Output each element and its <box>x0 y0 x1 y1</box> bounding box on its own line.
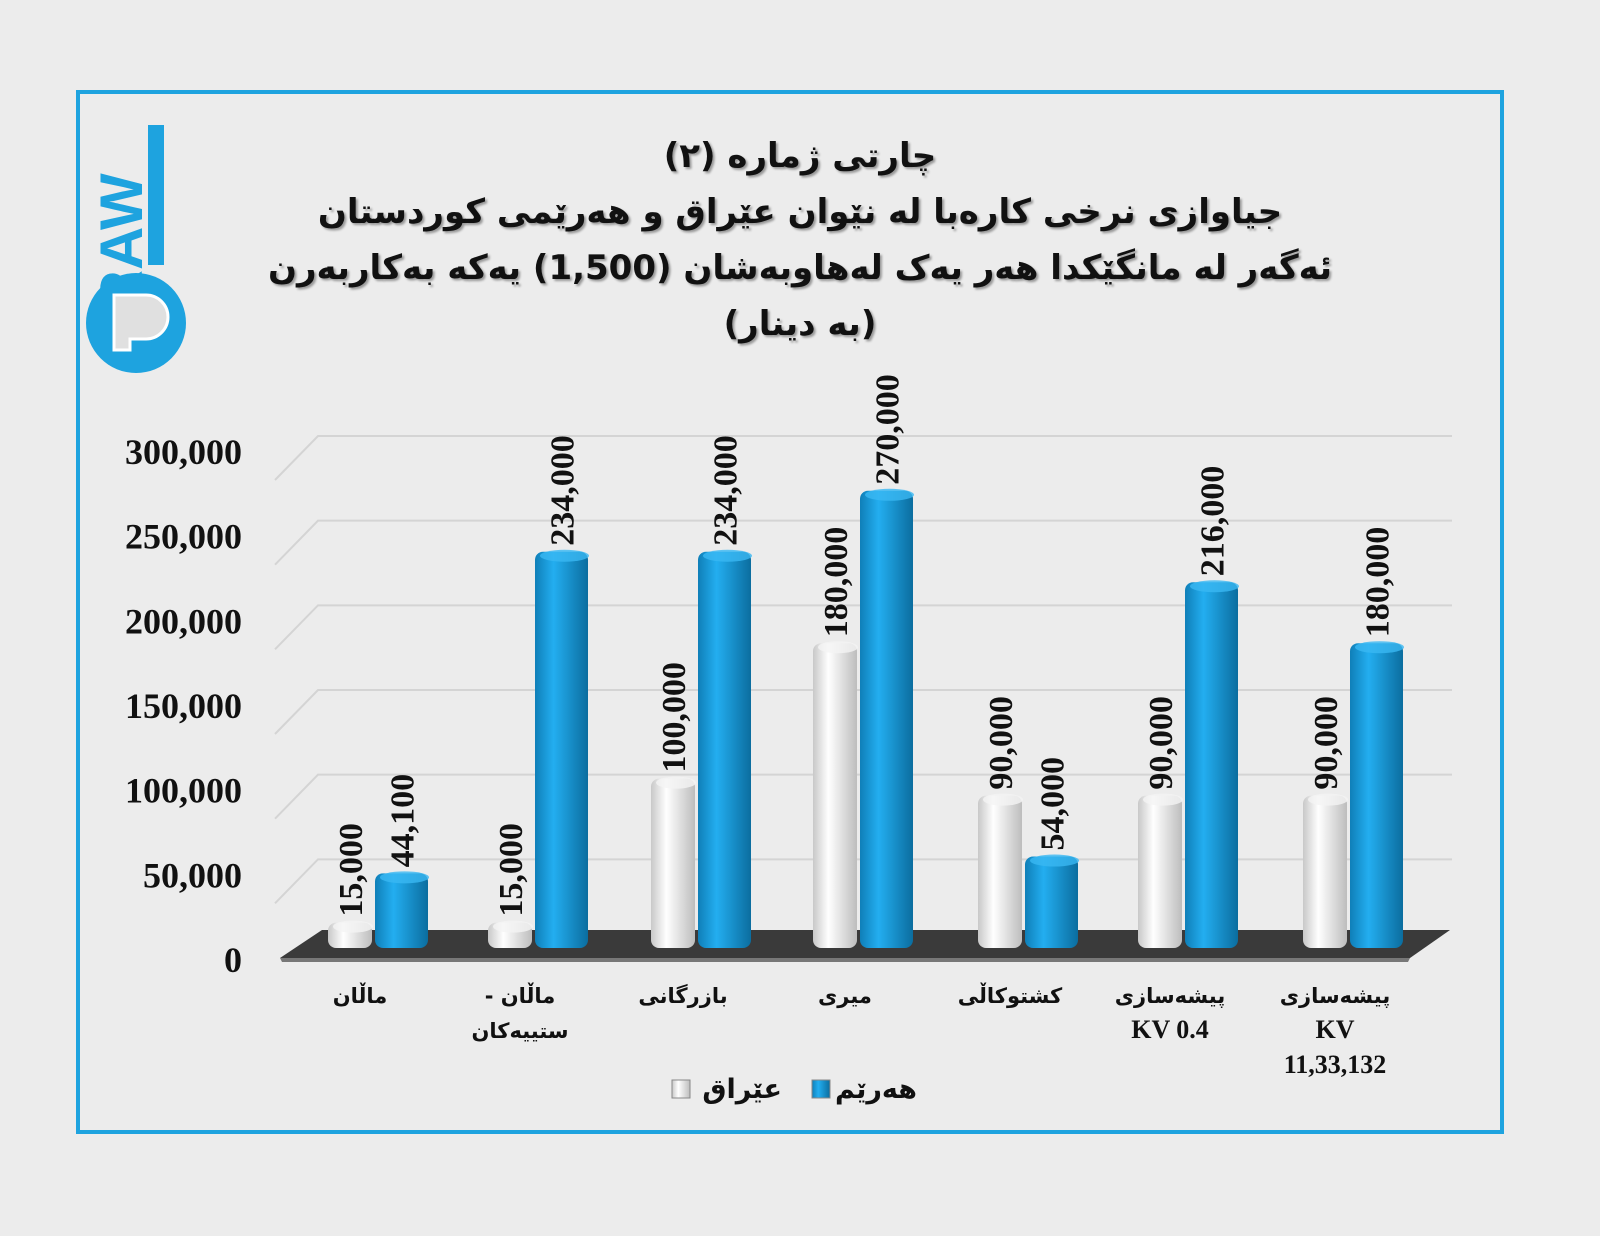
x-category-label: کشتوکاڵی <box>958 982 1063 1008</box>
bar-cap <box>333 920 373 933</box>
bar-cap <box>656 776 696 789</box>
y-tick-label: 150,000 <box>125 686 242 726</box>
legend-swatch-region <box>811 1079 831 1099</box>
bar-region <box>698 551 751 948</box>
bar-cap <box>1308 793 1348 806</box>
value-label: 15,000 <box>333 823 370 917</box>
gridline <box>274 435 1452 481</box>
x-category-label: میری <box>818 984 872 1008</box>
chart-title: چارتی ژمارە (٢) جیاوازی نرخی کارەبا لە ن… <box>200 128 1400 352</box>
title-line-3: ئەگەر لە مانگێکدا هەر یەک لەهاوبەشان (1,… <box>267 248 1333 288</box>
bar-iraq <box>978 795 1022 948</box>
bar-iraq <box>651 778 695 948</box>
value-label: 234,000 <box>708 435 745 546</box>
title-line-1: چارتی ژمارە (٢) <box>663 136 937 176</box>
value-label: 270,000 <box>870 374 907 485</box>
x-category-label: پیشەسازی <box>1280 984 1390 1008</box>
bar-region <box>1185 582 1238 948</box>
bar-cap <box>983 793 1023 806</box>
bar-region <box>1350 643 1403 948</box>
x-category-label: KV 0.4 <box>1131 1015 1209 1044</box>
title-line-4: (بە دینار) <box>723 304 877 344</box>
value-label: 234,000 <box>545 435 582 546</box>
x-category-label: 11,33,132 <box>1284 1050 1387 1079</box>
y-tick-label: 100,000 <box>125 771 242 811</box>
y-tick-label: 50,000 <box>143 855 242 895</box>
value-label: 90,000 <box>983 696 1020 790</box>
bar-cap <box>1143 793 1183 806</box>
value-label: 15,000 <box>493 823 530 917</box>
bar-iraq <box>1303 795 1347 948</box>
x-category-label: ستییەکان <box>471 1019 568 1043</box>
value-label: 180,000 <box>818 527 855 638</box>
floor-edge <box>280 958 1410 962</box>
bar-cap <box>493 920 533 933</box>
y-tick-label: 0 <box>224 940 242 980</box>
bar-region <box>535 551 588 948</box>
bar-cap <box>1355 641 1404 654</box>
value-label: 216,000 <box>1195 466 1232 577</box>
value-label: 90,000 <box>1308 696 1345 790</box>
legend-swatch-iraq <box>671 1079 691 1099</box>
x-category-label: پیشەسازی <box>1115 984 1225 1008</box>
bar-cap <box>1030 854 1079 867</box>
value-label: 100,000 <box>656 662 693 773</box>
x-category-label: ماڵان <box>333 982 388 1008</box>
bar-cap <box>703 549 752 562</box>
gridline <box>274 689 1452 735</box>
value-label: 90,000 <box>1143 696 1180 790</box>
bar-cap <box>865 488 914 501</box>
x-category-label: ماڵان - <box>485 982 556 1008</box>
value-label: 180,000 <box>1360 527 1397 638</box>
bar-region <box>1025 856 1078 948</box>
draw-logo: DRAW <box>86 125 186 373</box>
gridline <box>274 604 1452 651</box>
bar-cap <box>540 549 589 562</box>
x-category-label: بازرگانی <box>638 983 727 1008</box>
value-label: 44,100 <box>385 774 422 868</box>
y-tick-label: 250,000 <box>125 517 242 557</box>
title-line-2: جیاوازی نرخی کارەبا لە نێوان عێراق و هەر… <box>317 192 1283 232</box>
bar-cap <box>1190 580 1239 593</box>
y-tick-label: 300,000 <box>125 432 242 472</box>
bar-region <box>860 490 913 948</box>
legend-label-iraq: عێراق <box>702 1074 782 1105</box>
gridline <box>274 773 1452 820</box>
y-tick-label: 200,000 <box>125 601 242 641</box>
bar-cap <box>818 641 858 654</box>
value-label: 54,000 <box>1035 757 1072 851</box>
bar-cap <box>380 871 429 884</box>
x-category-label: KV <box>1316 1015 1355 1044</box>
bar-region <box>375 873 428 948</box>
bar-iraq <box>813 643 857 948</box>
gridline <box>274 519 1452 566</box>
bar-iraq <box>1138 795 1182 948</box>
legend-label-region: هەرێم <box>835 1074 917 1105</box>
